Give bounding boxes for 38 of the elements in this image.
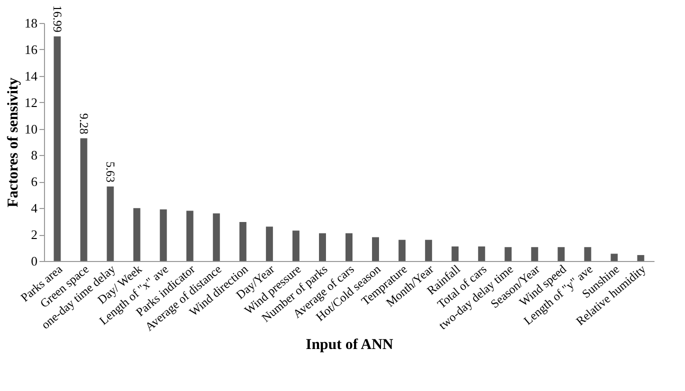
bar	[80, 138, 88, 261]
data-label: 9.28	[76, 113, 91, 134]
y-tick-label: 2	[31, 227, 38, 242]
y-tick-label: 4	[31, 200, 38, 216]
bar	[186, 210, 194, 261]
data-label: 16.99	[50, 5, 64, 32]
bar	[160, 209, 167, 261]
y-tick-label: 10	[24, 121, 38, 136]
bar	[452, 246, 459, 261]
y-tick-label: 0	[31, 254, 38, 268]
bar	[478, 246, 486, 261]
bar	[558, 247, 565, 261]
y-tick-label: 12	[24, 94, 38, 110]
bar	[318, 233, 326, 261]
bar	[398, 240, 406, 261]
bar	[346, 233, 352, 261]
data-label: 5.63	[103, 162, 118, 183]
bar	[212, 213, 220, 261]
bar	[239, 222, 246, 261]
bar	[504, 247, 512, 261]
y-tick-label: 14	[24, 68, 38, 84]
y-tick-label: 18	[24, 16, 38, 30]
bar	[133, 208, 140, 261]
bar	[292, 230, 300, 261]
y-axis-title: Factores of sensivity	[6, 77, 22, 208]
bar	[531, 247, 538, 261]
x-axis-title: Input of ANN	[306, 337, 394, 354]
bar	[584, 247, 592, 261]
y-tick-label: 8	[31, 148, 38, 163]
bar	[637, 255, 644, 261]
bar	[106, 186, 114, 261]
y-tick-label: 16	[24, 42, 38, 57]
bar	[266, 226, 273, 261]
y-tick-label: 6	[31, 174, 38, 190]
bar	[610, 254, 618, 261]
bar	[425, 240, 432, 261]
bar	[54, 36, 61, 261]
bar	[372, 237, 380, 261]
